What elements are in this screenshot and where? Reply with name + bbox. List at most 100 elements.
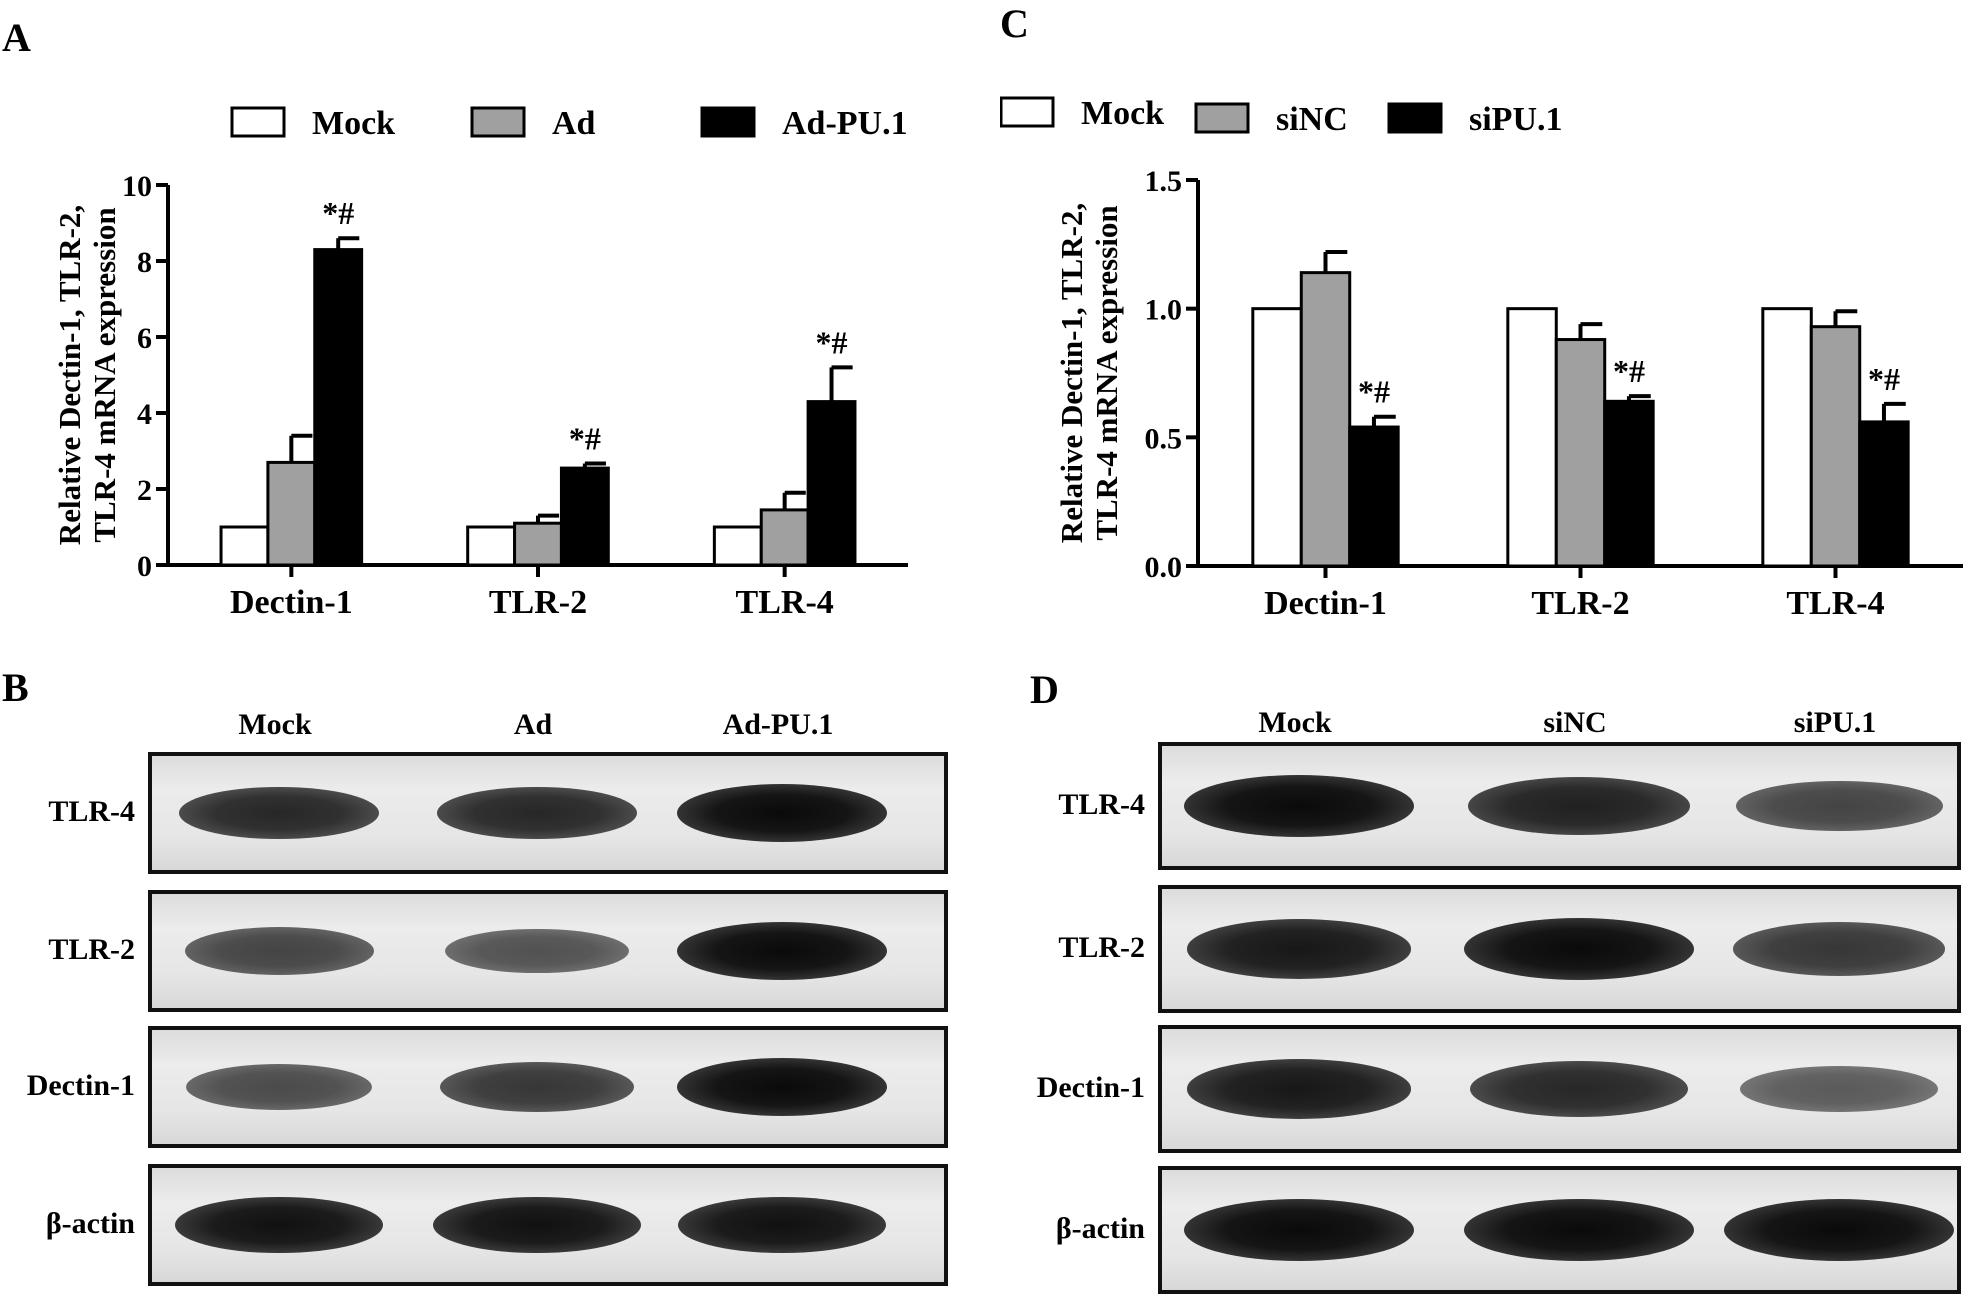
y-tick-label: 1.5: [1145, 165, 1183, 198]
bar-mock: [466, 525, 517, 567]
bar-mock: [712, 525, 763, 567]
lane-label: Mock: [238, 708, 312, 741]
x-tick-label: TLR-4: [1786, 585, 1884, 622]
blot-band: [1468, 777, 1690, 835]
blot-band: [175, 1196, 383, 1254]
significance-annotation: *#: [322, 195, 354, 231]
x-tick-label: TLR-2: [489, 584, 587, 621]
blot-row-label: β-actin: [45, 1207, 135, 1240]
bar-ad: [759, 508, 810, 567]
significance-annotation: *#: [816, 324, 848, 360]
bar-mock: [1761, 307, 1813, 568]
blot-row-label: TLR-2: [1058, 931, 1145, 964]
bar-sinc: [1809, 325, 1862, 568]
lane-label: Ad: [513, 708, 553, 741]
blot-band: [1186, 919, 1412, 979]
blot-strip: [148, 1026, 948, 1148]
bar-ad-pu-1: [559, 466, 610, 567]
blot-row-label: TLR-4: [1058, 788, 1145, 821]
panel-letter-a: A: [2, 15, 31, 60]
blot-band: [437, 786, 637, 840]
blot-strip: [1158, 1166, 1961, 1294]
legend-label: siPU.1: [1469, 101, 1563, 138]
chart-panel-c: Relative Dectin-1, TLR-2, TLR-4 mRNA expr…: [1000, 95, 1963, 622]
lane-label: siPU.1: [1793, 706, 1877, 739]
panel-letter-c: C: [1000, 1, 1029, 46]
blot-band: [1186, 1059, 1412, 1119]
legend-label: Ad-PU.1: [782, 105, 908, 142]
blot-row-label: Dectin-1: [26, 1069, 135, 1102]
blot-row-label: TLR-2: [48, 933, 135, 966]
blot-band: [1724, 1199, 1954, 1261]
bar-sipu-1: [1858, 420, 1910, 568]
x-tick-label: TLR-2: [1531, 585, 1629, 622]
bar-mock: [219, 525, 270, 567]
significance-annotation: *#: [1613, 353, 1645, 389]
blot-band: [185, 1063, 373, 1111]
blot-row-label: TLR-4: [48, 795, 135, 828]
bar-ad: [266, 460, 317, 567]
panel-letter-b: B: [2, 665, 29, 710]
y-tick-label: 0: [137, 550, 152, 583]
blot-band: [445, 928, 629, 974]
blot-band: [439, 1061, 635, 1113]
legend-swatch: [1194, 102, 1250, 134]
blot-strip: [1158, 1025, 1961, 1153]
significance-annotation: *#: [569, 421, 601, 457]
lane-label: Mock: [1258, 706, 1332, 739]
y-axis-label-line: Relative Dectin-1, TLR-2,: [1054, 203, 1089, 543]
blot-strip: [148, 1164, 948, 1286]
y-tick-label: 4: [137, 398, 152, 431]
blot-band: [677, 784, 887, 842]
blot-band: [1464, 918, 1694, 980]
y-tick-label: 1.0: [1145, 294, 1183, 327]
x-tick-label: TLR-4: [736, 584, 834, 621]
blot-band: [1469, 1060, 1689, 1118]
blot-strip: [1158, 742, 1961, 870]
legend-label: Ad: [552, 105, 596, 142]
legend-swatch: [1387, 102, 1443, 134]
bar-sipu-1: [1603, 399, 1655, 568]
lane-label: Ad-PU.1: [722, 708, 834, 741]
blot-band: [677, 1058, 887, 1116]
lane-label: siNC: [1543, 706, 1607, 739]
legend-label: siNC: [1276, 101, 1348, 138]
blot-band: [179, 786, 379, 840]
bar-mock: [1251, 307, 1303, 568]
bar-ad: [513, 521, 563, 567]
y-axis-label-line: Relative Dectin-1, TLR-2,: [52, 205, 87, 545]
legend-label: Mock: [1081, 95, 1164, 132]
y-axis-label-line: TLR-4 mRNA expression: [1089, 205, 1124, 540]
bar-ad-pu-1: [806, 400, 857, 567]
blot-strip: [148, 890, 948, 1012]
legend-swatch: [1000, 96, 1055, 128]
significance-annotation: *#: [1358, 374, 1390, 410]
blot-band: [1184, 775, 1414, 837]
y-tick-label: 10: [122, 170, 152, 203]
legend-swatch: [700, 106, 756, 138]
blot-band: [1739, 1065, 1939, 1113]
y-tick-label: 0.5: [1145, 422, 1183, 455]
blot-band: [1464, 1199, 1694, 1261]
blot-band: [1184, 1199, 1414, 1261]
chart-panel-a: Relative Dectin-1, TLR-2, TLR-4 mRNA expr…: [52, 105, 908, 621]
y-tick-label: 0.0: [1145, 551, 1183, 584]
legend-swatch: [470, 106, 526, 138]
blot-band: [433, 1196, 641, 1254]
panel-letter-d: D: [1030, 667, 1059, 712]
y-tick-label: 8: [137, 246, 152, 279]
blot-band: [1732, 922, 1946, 976]
blot-band: [1735, 780, 1943, 832]
legend-swatch: [230, 106, 286, 138]
x-tick-label: Dectin-1: [230, 584, 353, 621]
bar-sinc: [1554, 338, 1607, 568]
y-tick-label: 6: [137, 322, 152, 355]
blot-row-label: Dectin-1: [1036, 1071, 1145, 1104]
y-axis-label-line: TLR-4 mRNA expression: [87, 207, 122, 542]
significance-annotation: *#: [1868, 361, 1900, 397]
blot-row-label: β-actin: [1055, 1212, 1145, 1245]
blot-strip: [148, 752, 948, 874]
blot-strip: [1158, 885, 1961, 1013]
blot-band: [678, 1196, 886, 1254]
bar-sipu-1: [1348, 425, 1400, 568]
